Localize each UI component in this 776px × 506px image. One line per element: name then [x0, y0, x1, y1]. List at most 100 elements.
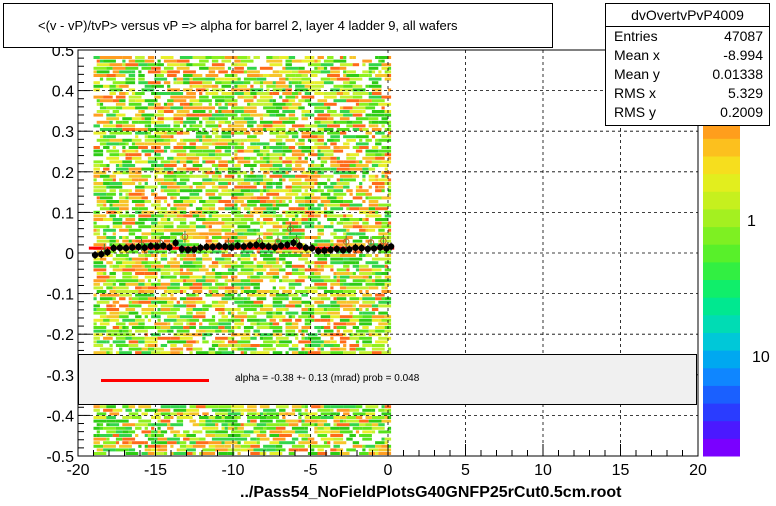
heatmap-cell — [103, 146, 110, 149]
heatmap-cell — [138, 77, 145, 81]
heatmap-cell — [317, 236, 321, 239]
heatmap-cell — [119, 192, 123, 196]
heatmap-cell — [93, 232, 100, 236]
heatmap-cell — [122, 146, 126, 149]
heatmap-cell — [304, 347, 315, 351]
heatmap-cell — [256, 142, 270, 146]
heatmap-cell — [311, 153, 318, 157]
heatmap-cell — [128, 153, 142, 157]
heatmap-cell — [384, 250, 392, 254]
heatmap-cell — [307, 214, 315, 218]
heatmap-cell — [224, 74, 235, 77]
heatmap-cell — [211, 128, 219, 131]
heatmap-cell — [243, 347, 257, 351]
heatmap-cell — [96, 203, 104, 207]
heatmap-cell — [103, 441, 116, 445]
heatmap-cell — [179, 290, 184, 293]
heatmap-cell — [211, 84, 219, 88]
y-tick-label: 0.3 — [52, 124, 74, 141]
heatmap-cell — [298, 138, 305, 142]
heatmap-cell — [163, 416, 171, 419]
heatmap-cell — [135, 221, 145, 225]
heatmap-cell — [199, 232, 209, 236]
heatmap-cell — [93, 221, 97, 225]
heatmap-cell — [323, 59, 334, 63]
heatmap-cell — [285, 185, 292, 189]
heatmap-cell — [339, 117, 350, 121]
heatmap-cell — [352, 441, 360, 445]
heatmap-cell — [179, 185, 190, 189]
y-tick-label: -0.5 — [46, 449, 74, 466]
heatmap-cell — [109, 63, 123, 67]
heatmap-cell — [272, 437, 286, 441]
heatmap-cell — [215, 423, 219, 427]
heatmap-cell — [247, 416, 260, 419]
heatmap-cell — [330, 426, 340, 430]
heatmap-cell — [151, 351, 161, 355]
heatmap-cell — [135, 236, 142, 239]
heatmap-cell — [160, 430, 168, 434]
heatmap-cell — [263, 156, 270, 160]
heatmap-cell — [371, 423, 379, 427]
heatmap-cell — [330, 182, 337, 185]
heatmap-cell — [378, 232, 388, 236]
heatmap-cell — [387, 336, 392, 340]
heatmap-cell — [307, 333, 318, 337]
heatmap-cell — [359, 185, 363, 189]
heatmap-cell — [266, 192, 280, 196]
heatmap-cell — [195, 311, 206, 315]
heatmap-cell — [282, 221, 286, 225]
heatmap-cell — [330, 243, 334, 247]
heatmap-cell — [224, 149, 232, 153]
heatmap-cell — [176, 77, 184, 81]
heatmap-cell — [272, 149, 283, 153]
heatmap-cell — [362, 448, 366, 452]
heatmap-cell — [301, 131, 312, 135]
heatmap-cell — [176, 81, 184, 85]
heatmap-cell — [368, 207, 376, 211]
heatmap-cell — [93, 257, 100, 261]
heatmap-cell — [371, 113, 385, 117]
heatmap-cell — [141, 311, 152, 315]
heatmap-cell — [288, 254, 302, 257]
heatmap-cell — [333, 99, 347, 103]
heatmap-cell — [259, 167, 270, 171]
heatmap-cell — [365, 138, 372, 142]
heatmap-cell — [339, 347, 347, 351]
heatmap-cell — [339, 146, 350, 149]
heatmap-cell — [208, 70, 216, 74]
heatmap-cell — [122, 106, 136, 110]
heatmap-cell — [275, 257, 280, 261]
heatmap-cell — [333, 84, 344, 88]
heatmap-cell — [218, 344, 228, 347]
heatmap-cell — [285, 419, 299, 423]
heatmap-cell — [109, 185, 123, 189]
heatmap-cell — [298, 275, 308, 279]
heatmap-cell — [253, 88, 264, 92]
heatmap-cell — [266, 416, 280, 419]
heatmap-cell — [125, 257, 129, 261]
heatmap-cell — [291, 210, 305, 214]
heatmap-cell — [352, 120, 363, 124]
heatmap-cell — [259, 275, 273, 279]
heatmap-cell — [147, 160, 158, 164]
heatmap-cell — [189, 174, 196, 178]
heatmap-cell — [291, 437, 299, 441]
heatmap-cell — [378, 56, 388, 59]
heatmap-cell — [215, 434, 228, 437]
heatmap-cell — [138, 444, 142, 448]
heatmap-cell — [339, 63, 353, 67]
heatmap-cell — [355, 405, 363, 409]
heatmap-cell — [253, 207, 267, 211]
heatmap-cell — [224, 221, 235, 225]
heatmap-cell — [163, 167, 174, 171]
heatmap-cell — [215, 308, 225, 311]
heatmap-cell — [202, 142, 212, 146]
heatmap-cell — [333, 419, 340, 423]
heatmap-cell — [272, 329, 283, 333]
heatmap-cell — [119, 434, 132, 437]
heatmap-cell — [227, 243, 232, 247]
heatmap-cell — [131, 92, 136, 95]
heatmap-cell — [147, 318, 152, 322]
heatmap-cell — [304, 210, 315, 214]
